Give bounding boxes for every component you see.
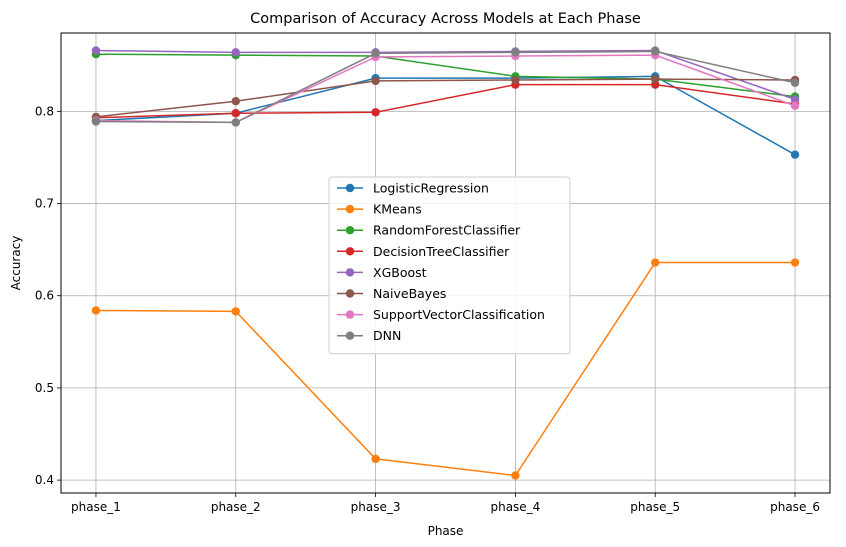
x-tick-label: phase_2 [211, 500, 261, 514]
legend-marker [345, 310, 355, 319]
legend-item: SupportVectorClassification [337, 307, 545, 322]
legend-marker [345, 204, 355, 214]
series-RandomForestClassifier [91, 50, 800, 101]
x-tick-label: phase_1 [71, 500, 121, 514]
series-line [95, 53, 796, 98]
y-tick-label: 0.5 [35, 381, 54, 395]
legend-label: XGBoost [373, 265, 427, 280]
y-tick-label: 0.4 [35, 473, 54, 487]
legend-item: KMeans [337, 202, 422, 217]
series-line [95, 50, 796, 124]
x-tick-label: phase_6 [770, 500, 820, 514]
data-point [511, 48, 520, 57]
data-point [371, 454, 380, 464]
data-point [790, 258, 800, 267]
data-point [790, 95, 800, 104]
data-point [91, 117, 101, 126]
data-point [790, 101, 800, 111]
data-point [91, 46, 101, 55]
data-point [231, 97, 240, 106]
x-tick-label: phase_4 [490, 500, 540, 514]
x-tick-label: phase_5 [630, 500, 680, 514]
series-line [95, 75, 796, 156]
legend-label: NaiveBayes [373, 286, 446, 301]
legend-marker [345, 268, 355, 277]
data-point [231, 118, 240, 127]
series-line [95, 261, 796, 477]
data-point [651, 258, 660, 267]
data-point [91, 306, 101, 315]
legend: LogisticRegression KMeans RandomForestClas… [328, 176, 571, 355]
data-point [231, 48, 240, 57]
data-point [511, 75, 520, 85]
y-tick-label: 0.6 [35, 289, 54, 303]
legend-label: DNN [373, 328, 401, 343]
chart-title: Comparison of Accuracy Across Models at … [250, 11, 641, 27]
data-point [231, 109, 240, 118]
series-DNN [91, 47, 800, 127]
series-line [95, 83, 796, 119]
axes: phase_1 phase_2 phase_3 phase_4 phase_5 phase… [35, 104, 820, 514]
x-axis-label: Phase [428, 524, 464, 538]
data-point [790, 150, 800, 159]
legend-marker [345, 331, 355, 340]
series-line [95, 78, 796, 118]
data-point [790, 78, 800, 87]
legend-item: DecisionTreeClassifier [337, 244, 510, 259]
legend-label: KMeans [373, 202, 422, 217]
legend-item: DNN [337, 328, 401, 343]
data-point [511, 471, 520, 480]
legend-frame [328, 176, 571, 355]
legend-marker [345, 247, 355, 256]
y-tick-label: 0.7 [35, 197, 54, 211]
legend-label: DecisionTreeClassifier [373, 244, 510, 259]
legend-marker [345, 183, 355, 193]
data-point [231, 307, 240, 316]
legend-item: NaiveBayes [337, 286, 446, 301]
series-LogisticRegression [91, 72, 800, 159]
legend-marker [345, 226, 355, 235]
legend-marker [345, 289, 355, 298]
legend-item: RandomForestClassifier [337, 223, 521, 238]
legend-item: XGBoost [337, 265, 427, 280]
series-layer [91, 46, 800, 480]
series-line [95, 49, 796, 101]
y-axis-label: Accuracy [9, 236, 23, 291]
data-point [371, 76, 380, 86]
data-point [651, 74, 660, 84]
legend-label: SupportVectorClassification [373, 307, 545, 322]
data-point [371, 49, 380, 58]
legend-label: RandomForestClassifier [373, 223, 521, 238]
plot-frame [60, 32, 831, 494]
y-tick-label: 0.8 [35, 104, 54, 118]
legend-label: LogisticRegression [373, 181, 489, 196]
legend-item: LogisticRegression [337, 181, 489, 196]
data-point [371, 108, 380, 117]
x-tick-label: phase_3 [351, 500, 401, 514]
series-KMeans [91, 258, 800, 480]
data-point [651, 47, 660, 56]
